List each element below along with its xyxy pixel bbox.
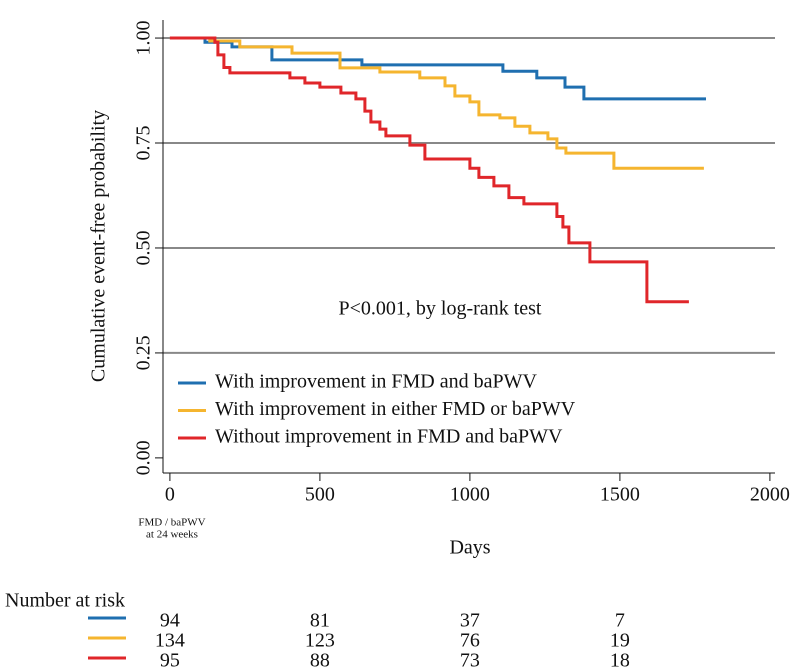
legend-label: With improvement in either FMD or baPWV xyxy=(215,398,576,420)
legend-label: With improvement in FMD and baPWV xyxy=(215,371,537,393)
x-tick-label: 500 xyxy=(305,484,335,506)
x-note: FMD / baPWV xyxy=(138,517,205,529)
risk-count: 134 xyxy=(155,630,185,652)
x-note: at 24 weeks xyxy=(146,529,198,541)
risk-count: 95 xyxy=(160,650,180,672)
y-tick-label: 1.00 xyxy=(133,21,155,56)
risk-count: 19 xyxy=(610,630,630,652)
x-tick-label: 1000 xyxy=(450,484,490,506)
y-tick-label: 0.75 xyxy=(133,126,155,161)
x-tick-label: 2000 xyxy=(750,484,790,506)
risk-count: 37 xyxy=(460,610,480,632)
y-tick-label: 0.00 xyxy=(133,440,155,475)
y-tick-label: 0.50 xyxy=(133,230,155,265)
y-tick-label: 0.25 xyxy=(133,335,155,370)
survival-curve xyxy=(169,36,689,304)
risk-count: 7 xyxy=(615,610,625,632)
y-axis-label: Cumulative event-free probability xyxy=(88,110,110,382)
risk-count: 94 xyxy=(160,610,180,632)
legend-label: Without improvement in FMD and baPWV xyxy=(215,426,563,448)
x-tick-label: 0 xyxy=(165,484,175,506)
risk-count: 88 xyxy=(310,650,330,672)
risk-count: 73 xyxy=(460,650,480,672)
risk-title: Number at risk xyxy=(5,590,125,612)
annotation: P<0.001, by log-rank test xyxy=(339,298,542,320)
x-axis-label: Days xyxy=(449,537,490,559)
risk-count: 18 xyxy=(610,650,630,672)
survival-curve xyxy=(169,36,704,170)
risk-count: 123 xyxy=(305,630,335,652)
risk-count: 81 xyxy=(310,610,330,632)
risk-count: 76 xyxy=(460,630,480,652)
x-tick-label: 1500 xyxy=(600,484,640,506)
